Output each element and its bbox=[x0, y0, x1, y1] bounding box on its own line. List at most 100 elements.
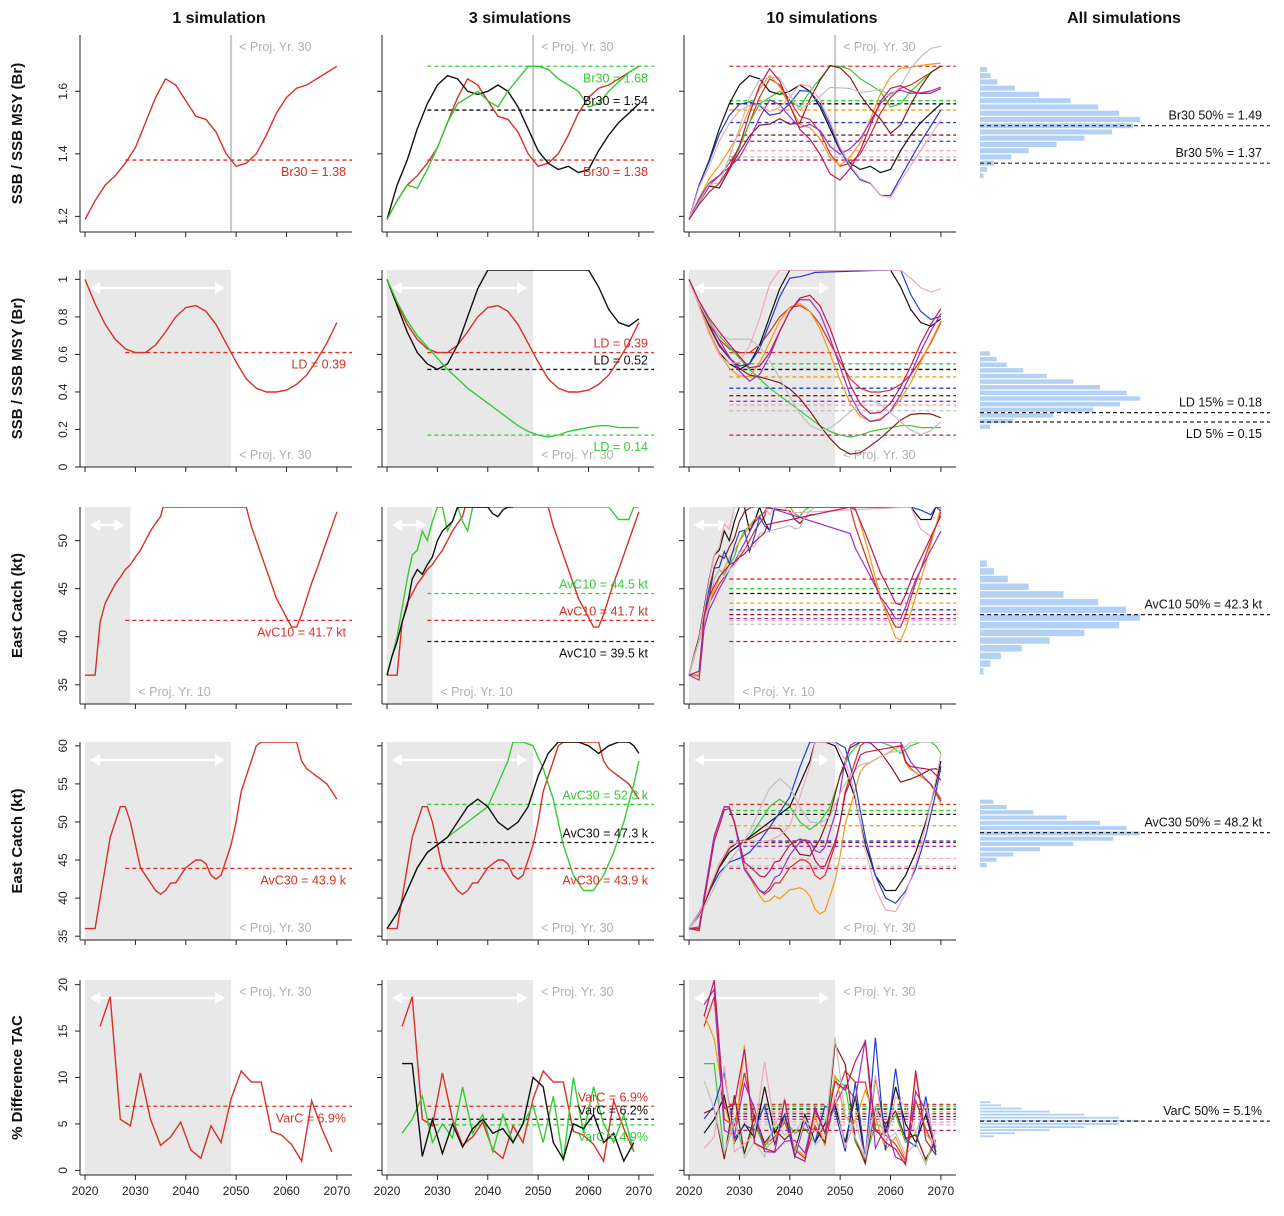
proj-label: < Proj. Yr. 30 bbox=[239, 921, 311, 935]
panel-content bbox=[386, 507, 654, 676]
arrow-head-right bbox=[215, 992, 226, 1004]
reference-label: Br30 = 1.38 bbox=[281, 165, 346, 179]
arrow-head-right bbox=[517, 282, 528, 294]
x-tick-label: 2020 bbox=[374, 1184, 401, 1198]
arrow-head-left bbox=[694, 992, 705, 1004]
histogram-bar bbox=[980, 810, 1034, 815]
panel-content bbox=[386, 65, 654, 220]
reference-label: AvC10 = 41.7 kt bbox=[257, 625, 347, 639]
histogram-bar bbox=[980, 401, 1120, 407]
proj-label: < Proj. Yr. 10 bbox=[742, 685, 814, 699]
histogram-bar bbox=[980, 1107, 1022, 1110]
histogram-bar bbox=[980, 129, 1113, 135]
row-3: East Catch (kt) < Proj. Yr. 10 35 40 45 50 AvC… bbox=[9, 507, 1270, 709]
series-line-1 bbox=[85, 507, 338, 676]
plot-grid: SSB / SSB MSY (Br) < Proj. Yr. 30 1.2 1.4 1.… bbox=[9, 35, 1270, 1198]
percentile-label: Br30 50% = 1.49 bbox=[1169, 109, 1263, 123]
series-line-6 bbox=[688, 64, 942, 220]
panel-r3-c1: < Proj. Yr. 10 35 40 45 50 AvC10 = 41.7 kt bbox=[56, 507, 352, 709]
series-line-8 bbox=[688, 507, 941, 676]
percentile-label: LD 5% = 0.15 bbox=[1186, 427, 1262, 441]
reference-label: AvC10 = 39.5 kt bbox=[559, 647, 649, 661]
arrow-head-right bbox=[718, 519, 729, 531]
projection-shade bbox=[387, 742, 534, 940]
histogram-bar bbox=[980, 583, 1029, 591]
panel-content bbox=[688, 507, 956, 681]
y-tick-label: 40 bbox=[56, 630, 70, 644]
y-tick-label: 20 bbox=[56, 978, 70, 992]
column-titles: 1 simulation 3 simulations 10 simulation… bbox=[172, 10, 1181, 27]
y-tick-label: 40 bbox=[56, 891, 70, 905]
histogram-bar bbox=[980, 1122, 1120, 1125]
proj-label: < Proj. Yr. 30 bbox=[541, 985, 613, 999]
x-tick-label: 2020 bbox=[676, 1184, 703, 1198]
panel-r4-c3: < Proj. Yr. 30 bbox=[679, 742, 956, 945]
y-tick-label: 1 bbox=[56, 276, 70, 283]
projection-shade bbox=[85, 742, 232, 940]
histogram-bar bbox=[980, 1132, 1015, 1135]
y-tick-label: 5 bbox=[56, 1120, 70, 1127]
arrow-head-right bbox=[114, 519, 125, 531]
series-line-1 bbox=[689, 507, 942, 676]
y-tick-label: 0 bbox=[56, 1167, 70, 1174]
proj-label: < Proj. Yr. 30 bbox=[239, 985, 311, 999]
histogram-bar bbox=[980, 141, 1057, 147]
x-tick-label: 2050 bbox=[223, 1184, 250, 1198]
x-tick-label: 2040 bbox=[172, 1184, 199, 1198]
reference-label: Br30 = 1.68 bbox=[583, 71, 648, 85]
histogram-bar bbox=[980, 85, 1015, 91]
x-tick-label: 2030 bbox=[424, 1184, 451, 1198]
y-tick-label: 55 bbox=[56, 777, 70, 791]
panel-r3-c2: < Proj. Yr. 10 AvC10 = 44.5 kt AvC10 = 41.… bbox=[377, 507, 654, 709]
percentile-label: LD 15% = 0.18 bbox=[1179, 396, 1262, 410]
reference-label: AvC30 = 43.9 k bbox=[260, 873, 346, 887]
column-title-10: 10 simulations bbox=[766, 10, 877, 27]
reference-label: LD = 0.39 bbox=[291, 358, 346, 372]
projection-shade bbox=[85, 270, 232, 467]
x-tick-label: 2060 bbox=[273, 1184, 300, 1198]
series-line-10 bbox=[703, 980, 937, 1167]
panel-r3-c3: < Proj. Yr. 10 bbox=[679, 507, 956, 709]
percentile-label: VarC 50% = 5.1% bbox=[1163, 1104, 1262, 1118]
reference-label: LD = 0.14 bbox=[593, 440, 648, 454]
series-line-1 bbox=[387, 507, 640, 676]
proj-label: < Proj. Yr. 10 bbox=[138, 685, 210, 699]
proj-label: < Proj. Yr. 30 bbox=[843, 448, 915, 462]
arrow-head-left bbox=[694, 754, 705, 766]
histogram-bar bbox=[980, 575, 1008, 583]
reference-label: Br30 = 1.54 bbox=[583, 94, 648, 108]
panel-r1-c1: < Proj. Yr. 30 1.2 1.4 1.6 Br30 = 1.38 bbox=[56, 35, 352, 237]
y-axis-label: SSB / SSB MSY (Br) bbox=[9, 298, 26, 439]
histogram-bar bbox=[980, 841, 1074, 846]
series-line-9 bbox=[688, 507, 816, 676]
histogram-bar bbox=[980, 568, 994, 575]
y-tick-label: 0.8 bbox=[56, 308, 70, 325]
histogram-bar bbox=[980, 1126, 1085, 1128]
histogram-bar bbox=[980, 116, 1140, 122]
column-title-all: All simulations bbox=[1067, 10, 1181, 27]
histogram-r5: VarC 50% = 5.1% bbox=[980, 1101, 1270, 1138]
series-line-5 bbox=[688, 89, 942, 220]
histogram-bar bbox=[980, 1129, 1050, 1132]
panel-content bbox=[84, 279, 352, 393]
series-line-4 bbox=[688, 507, 942, 677]
series-line-5 bbox=[688, 270, 942, 367]
histogram-bar bbox=[980, 362, 1007, 367]
histogram-bar bbox=[980, 621, 1120, 629]
panel-r1-c3: < Proj. Yr. 30 bbox=[679, 35, 956, 237]
series-line-4 bbox=[688, 62, 941, 220]
histogram-bar bbox=[980, 652, 1001, 660]
reference-label: LD = 0.52 bbox=[593, 353, 648, 367]
histogram-bar bbox=[980, 668, 984, 675]
projection-shade bbox=[85, 507, 131, 704]
panel-content bbox=[703, 980, 956, 1167]
x-tick-label: 2040 bbox=[474, 1184, 501, 1198]
histogram-bar bbox=[980, 1110, 1050, 1113]
histogram-bar bbox=[980, 418, 1014, 424]
histogram-r4: AvC30 50% = 48.2 kt bbox=[980, 799, 1270, 868]
histogram-bar bbox=[980, 166, 987, 172]
x-tick-label: 2070 bbox=[324, 1184, 351, 1198]
histogram-bar bbox=[980, 123, 1134, 129]
y-tick-label: 35 bbox=[56, 678, 70, 692]
